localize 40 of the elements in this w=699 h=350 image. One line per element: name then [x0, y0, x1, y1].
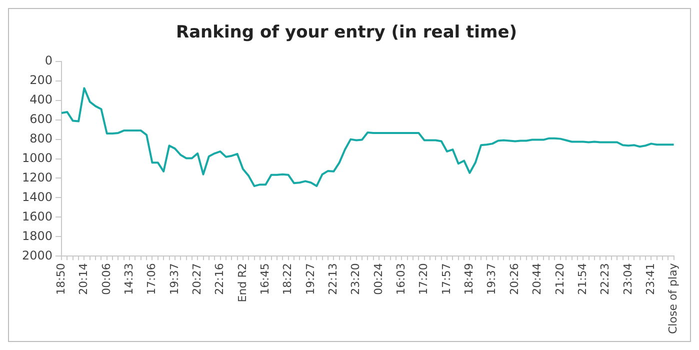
x-tick-label: 17:06: [145, 263, 158, 295]
x-tick-label: 16:03: [394, 263, 408, 295]
x-tick-label: End R2: [236, 263, 249, 302]
x-tick-label: 18:22: [281, 263, 294, 295]
x-tick-label: 23:20: [349, 263, 362, 295]
x-tick-label: 23:04: [621, 263, 634, 295]
x-tick-label: 19:37: [168, 263, 181, 295]
x-tick-label: 00:06: [100, 263, 113, 295]
chart-title: Ranking of your entry (in real time): [176, 22, 518, 43]
y-tick-label: 1800: [22, 228, 53, 243]
x-tick-label: 22:13: [326, 263, 340, 295]
y-tick-label: 0: [44, 54, 53, 68]
x-tick-label: 22:16: [213, 263, 226, 295]
x-tick-label: 14:33: [122, 263, 136, 295]
y-tick-label: 200: [30, 73, 53, 87]
x-tick-label: 16:45: [258, 263, 272, 295]
y-tick-label: 1400: [22, 190, 53, 204]
x-tick-label: 00:24: [372, 263, 385, 295]
x-tick-label: 18:50: [54, 263, 68, 295]
x-tick-label: 17:57: [440, 263, 453, 295]
x-tick-label: 23:41: [644, 263, 657, 295]
x-tick-label: 20:26: [508, 263, 521, 295]
x-tick-label: 19:27: [304, 263, 317, 295]
y-tick-label: 2000: [22, 248, 53, 262]
x-tick-label: 20:44: [530, 263, 544, 295]
y-tick-label: 1200: [22, 170, 53, 184]
y-tick-label: 1000: [22, 150, 53, 165]
x-tick-label: 21:54: [576, 263, 589, 295]
x-tick-label: 18:49: [462, 263, 476, 295]
y-tick-label: 800: [30, 131, 53, 146]
y-tick-label: 400: [30, 92, 53, 106]
x-tick-label: Close of play: [666, 262, 680, 334]
x-tick-label: 19:37: [485, 263, 498, 295]
x-tick-label: 21:20: [553, 263, 566, 295]
y-tick-label: 1600: [22, 209, 53, 224]
y-tick-label: 600: [30, 112, 53, 126]
x-tick-label: 22:23: [598, 263, 612, 295]
x-tick-label: 20:14: [77, 263, 90, 295]
x-tick-label: 20:27: [190, 263, 204, 295]
x-tick-label: 17:20: [417, 263, 430, 295]
